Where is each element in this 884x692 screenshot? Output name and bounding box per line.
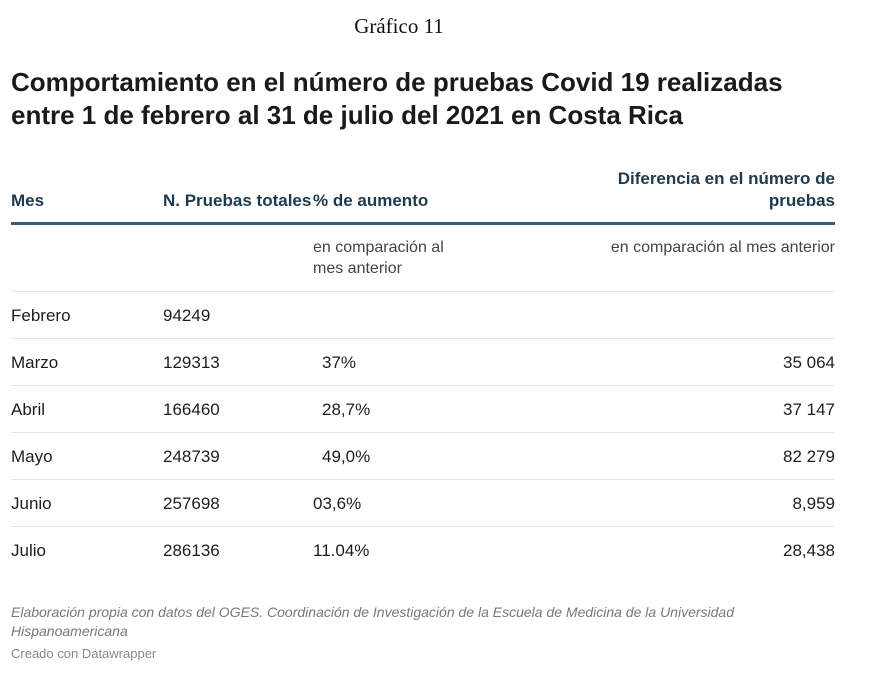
- table-title: Comportamiento en el número de pruebas C…: [11, 67, 783, 130]
- subheader-aumento: en comparación al mes anterior: [313, 223, 513, 292]
- cell-mes: Marzo: [11, 338, 163, 386]
- header-diferencia: Diferencia en el número de pruebas: [513, 164, 835, 225]
- source-notes: Elaboración propia con datos del OGES. C…: [11, 604, 734, 639]
- subheader-row: en comparación al mes anterior en compar…: [11, 223, 835, 292]
- header-pruebas-totales: N. Pruebas totales: [163, 164, 313, 225]
- table-row: Febrero 94249: [11, 291, 835, 339]
- cell-pruebas: 129313: [163, 338, 313, 386]
- cell-mes: Mayo: [11, 432, 163, 480]
- header-porcentaje-aumento: % de aumento: [313, 164, 513, 225]
- table-row: Abril 166460 28,7% 37 147: [11, 385, 835, 433]
- cell-pruebas: 248739: [163, 432, 313, 480]
- cell-mes: Abril: [11, 385, 163, 433]
- subheader-diferencia: en comparación al mes anterior: [513, 223, 835, 292]
- cell-aumento: 37%: [313, 338, 513, 386]
- cell-diferencia: 35 064: [513, 338, 835, 386]
- header-mes: Mes: [11, 164, 163, 225]
- subheader-pruebas: [163, 223, 313, 292]
- cell-mes: Julio: [11, 540, 46, 560]
- table-row: Junio 257698 03,6% 8,959: [11, 479, 835, 527]
- cell-diferencia: 82 279: [513, 432, 835, 480]
- table-row: Julio 286136 11.04% 28,438: [11, 527, 835, 574]
- cell-aumento: [313, 291, 513, 339]
- cell-aumento: 11.04%: [313, 540, 370, 560]
- cell-aumento: 28,7%: [313, 385, 513, 433]
- cell-pruebas: 286136: [163, 540, 220, 560]
- cell-pruebas: 257698: [163, 479, 313, 527]
- cell-diferencia: 37 147: [513, 385, 835, 433]
- figure-caption: Gráfico 11: [354, 14, 444, 38]
- cell-pruebas: 166460: [163, 385, 313, 433]
- cell-aumento: 49,0%: [313, 432, 513, 480]
- cell-diferencia: 8,959: [513, 479, 835, 527]
- cell-diferencia: [513, 291, 835, 339]
- cell-mes: Junio: [11, 479, 163, 527]
- table-row: Marzo 129313 37% 35 064: [11, 338, 835, 386]
- cell-aumento: 03,6%: [313, 479, 513, 527]
- data-table: Mes N. Pruebas totales % de aumento Dife…: [11, 164, 835, 573]
- cell-mes: Febrero: [11, 291, 163, 339]
- subheader-mes: [11, 223, 163, 292]
- cell-diferencia: 28,438: [783, 540, 835, 560]
- table-row: Mayo 248739 49,0% 82 279: [11, 432, 835, 480]
- cell-pruebas: 94249: [163, 291, 313, 339]
- datawrapper-credit: Creado con Datawrapper: [11, 646, 157, 661]
- header-row: Mes N. Pruebas totales % de aumento Dife…: [11, 164, 835, 225]
